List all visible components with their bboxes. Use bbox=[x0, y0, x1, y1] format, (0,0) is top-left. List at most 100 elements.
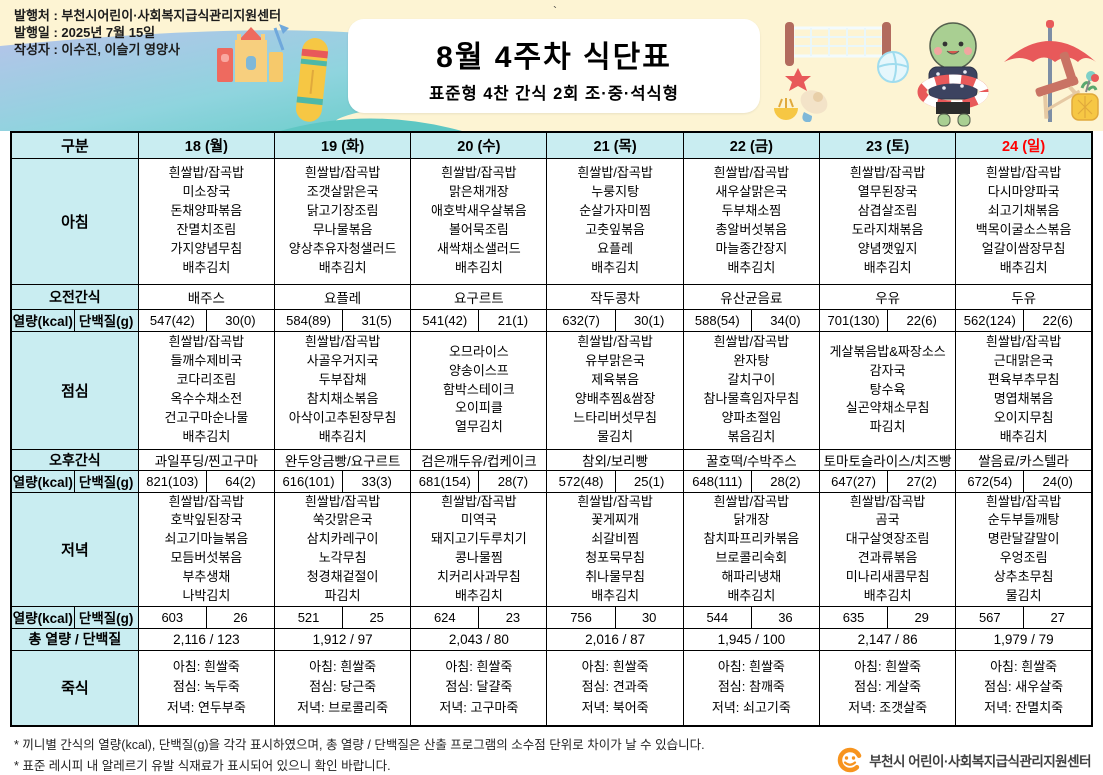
kcal-value: 632(7) bbox=[546, 308, 616, 332]
protein-value: 22(6) bbox=[887, 308, 957, 332]
kcal-value: 756 bbox=[546, 605, 616, 629]
dinner-menu: 흰쌀밥/잡곡밥 호박잎된장국 쇠고기마늘볶음 모듬버섯볶음 부추생채 나박김치 bbox=[137, 491, 275, 607]
total-value: 2,043 / 80 bbox=[410, 627, 548, 651]
row-label-breakfast: 아침 bbox=[10, 157, 139, 285]
protein-value: 24(0) bbox=[1023, 469, 1093, 493]
kcal-value: 616(101) bbox=[273, 469, 344, 493]
protein-value: 26 bbox=[205, 605, 275, 629]
pm-snack: 과일푸딩/찐고구마 bbox=[137, 448, 275, 471]
lunch-menu: 오므라이스 양송이스프 함박스테이크 오이피클 열무김치 bbox=[410, 330, 548, 450]
total-value: 1,945 / 100 bbox=[682, 627, 820, 651]
footnotes: * 끼니별 간식의 열량(kcal), 단백질(g)을 각각 표시하였으며, 총… bbox=[14, 735, 705, 775]
porridge-menu: 아침: 흰쌀죽 점심: 당근죽 저녁: 브로콜리죽 bbox=[273, 649, 412, 727]
kcal-value: 572(48) bbox=[546, 469, 616, 493]
protein-value: 31(5) bbox=[342, 308, 412, 332]
am-snack: 요구르트 bbox=[410, 283, 548, 310]
seashells-icon bbox=[774, 68, 828, 122]
porridge-menu: 아침: 흰쌀죽 점심: 달걀죽 저녁: 고구마죽 bbox=[410, 649, 548, 727]
porridge-menu: 아침: 흰쌀죽 점심: 참깨죽 저녁: 쇠고기죽 bbox=[682, 649, 820, 727]
kcal-value: 521 bbox=[273, 605, 344, 629]
porridge-menu: 아침: 흰쌀죽 점심: 견과죽 저녁: 북어죽 bbox=[546, 649, 684, 727]
protein-value: 27 bbox=[1023, 605, 1093, 629]
surfboard-icon bbox=[295, 38, 329, 122]
total-value: 2,116 / 123 bbox=[137, 627, 275, 651]
footer: * 끼니별 간식의 열량(kcal), 단백질(g)을 각각 표시하였으며, 총… bbox=[0, 727, 1103, 775]
lunch-menu: 게살볶음밥&짜장소스 감자국 탕수육 실곤약채소무침 파김치 bbox=[818, 330, 957, 450]
kcal-value: 672(54) bbox=[955, 469, 1025, 493]
am-snack: 유산균음료 bbox=[682, 283, 820, 310]
kcal-value: 624 bbox=[410, 605, 480, 629]
day-header-tue: 19 (화) bbox=[273, 131, 412, 159]
row-label-total: 총 열량 / 단백질 bbox=[10, 627, 139, 651]
banner: 발행처 : 부천시어린이·사회복지급식관리지원센터 발행일 : 2025년 7월… bbox=[0, 0, 1103, 131]
lunch-menu: 흰쌀밥/잡곡밥 근대맑은국 편육부추무침 명엽채볶음 오이지무침 배추김치 bbox=[955, 330, 1093, 450]
lunch-menu: 흰쌀밥/잡곡밥 유부맑은국 제육볶음 양배추찜&쌈장 느타리버섯무침 물김치 bbox=[546, 330, 684, 450]
total-value: 2,016 / 87 bbox=[546, 627, 684, 651]
row-label-lunch: 점심 bbox=[10, 330, 139, 450]
day-header-thu: 21 (목) bbox=[546, 131, 684, 159]
kcal-value: 547(42) bbox=[137, 308, 207, 332]
day-header-wed: 20 (수) bbox=[410, 131, 548, 159]
volleyball-icon bbox=[877, 51, 909, 83]
dinner-menu: 흰쌀밥/잡곡밥 순두부들깨탕 명란달걀말이 우엉조림 상추초무침 물김치 bbox=[955, 491, 1093, 607]
porridge-menu: 아침: 흰쌀죽 점심: 게살죽 저녁: 조갯살죽 bbox=[818, 649, 957, 727]
author-line: 작성자 : 이수진, 이슬기 영양사 bbox=[14, 42, 180, 57]
turtle-icon bbox=[917, 22, 989, 127]
kcal-value: 544 bbox=[682, 605, 752, 629]
protein-value: 33(3) bbox=[342, 469, 412, 493]
protein-value: 28(7) bbox=[478, 469, 548, 493]
day-header-sat: 23 (토) bbox=[818, 131, 957, 159]
protein-value: 23 bbox=[478, 605, 548, 629]
kcal-value: 603 bbox=[137, 605, 207, 629]
lunch-menu: 흰쌀밥/잡곡밥 들깨수제비국 코다리조림 옥수수채소전 건고구마순나물 배추김치 bbox=[137, 330, 275, 450]
breakfast-menu: 흰쌀밥/잡곡밥 새우살맑은국 두부채소찜 총알버섯볶음 마늘종간장지 배추김치 bbox=[682, 157, 820, 285]
protein-value: 64(2) bbox=[205, 469, 275, 493]
sandcastle-icon bbox=[217, 24, 289, 82]
day-header-fri: 22 (금) bbox=[682, 131, 820, 159]
dinner-menu: 흰쌀밥/잡곡밥 꽃게찌개 쇠갈비찜 청포묵무침 취나물무침 배추김치 bbox=[546, 491, 684, 607]
dinner-menu: 흰쌀밥/잡곡밥 미역국 돼지고기두루치기 콩나물찜 치커리사과무침 배추김치 bbox=[410, 491, 548, 607]
total-value: 1,979 / 79 bbox=[955, 627, 1093, 651]
kcal-value: 647(27) bbox=[818, 469, 889, 493]
kcal-value: 562(124) bbox=[955, 308, 1025, 332]
kcal-value: 635 bbox=[818, 605, 889, 629]
logo-text: 부천시 어린이·사회복지급식관리지원센터 bbox=[869, 754, 1091, 770]
kcal-value: 681(154) bbox=[410, 469, 480, 493]
pm-snack: 토마토슬라이스/치즈빵 bbox=[818, 448, 957, 471]
pm-snack: 꿀호떡/수박주스 bbox=[682, 448, 820, 471]
row-label-pm-snack: 오후간식 bbox=[10, 448, 139, 471]
row-label-protein: 단백질(g) bbox=[73, 469, 139, 493]
am-snack: 배주스 bbox=[137, 283, 275, 310]
day-header-mon: 18 (월) bbox=[137, 131, 275, 159]
protein-value: 25(1) bbox=[614, 469, 684, 493]
am-snack: 요플레 bbox=[273, 283, 412, 310]
protein-value: 30(1) bbox=[614, 308, 684, 332]
am-snack: 작두콩차 bbox=[546, 283, 684, 310]
am-snack: 두유 bbox=[955, 283, 1093, 310]
lunch-menu: 흰쌀밥/잡곡밥 사골우거지국 두부잡채 참치채소볶음 아삭이고추된장무침 배추김… bbox=[273, 330, 412, 450]
row-label-protein: 단백질(g) bbox=[73, 605, 139, 629]
row-label-dinner: 저녁 bbox=[10, 491, 139, 607]
lunch-menu: 흰쌀밥/잡곡밥 완자탕 갈치구이 참나물흑임자무침 양파초절임 볶음김치 bbox=[682, 330, 820, 450]
protein-value: 30 bbox=[614, 605, 684, 629]
beach-umbrella-icon bbox=[1004, 20, 1099, 122]
dinner-menu: 흰쌀밥/잡곡밥 곰국 대구살엿장조림 견과류볶음 미나리새콤무침 배추김치 bbox=[818, 491, 957, 607]
row-label-kcal: 열량(kcal) bbox=[10, 308, 75, 332]
breakfast-menu: 흰쌀밥/잡곡밥 맑은채개장 애호박새우살볶음 볼어묵조림 새싹채소샐러드 배추김… bbox=[410, 157, 548, 285]
porridge-menu: 아침: 흰쌀죽 점심: 새우살죽 저녁: 잔멸치죽 bbox=[955, 649, 1093, 727]
total-value: 1,912 / 97 bbox=[273, 627, 412, 651]
kcal-value: 701(130) bbox=[818, 308, 889, 332]
pm-snack: 완두앙금빵/요구르트 bbox=[273, 448, 412, 471]
corner-label: 구분 bbox=[10, 131, 139, 159]
publisher-line: 발행처 : 부천시어린이·사회복지급식관리지원센터 bbox=[14, 8, 282, 23]
breakfast-menu: 흰쌀밥/잡곡밥 다시마양파국 쇠고기채볶음 백목이굴소스볶음 얼갈이쌈장무침 배… bbox=[955, 157, 1093, 285]
smiley-circle-icon bbox=[837, 747, 863, 773]
kcal-value: 821(103) bbox=[137, 469, 207, 493]
breakfast-menu: 흰쌀밥/잡곡밥 조갯살맑은국 닭고기장조림 무나물볶음 양상추유자청샐러드 배추… bbox=[273, 157, 412, 285]
page-title: 8월 4주차 식단표 bbox=[436, 41, 672, 74]
stray-mark: ` bbox=[553, 4, 557, 18]
day-header-sun: 24 (일) bbox=[955, 131, 1093, 159]
kcal-value: 584(89) bbox=[273, 308, 344, 332]
kcal-value: 541(42) bbox=[410, 308, 480, 332]
breakfast-menu: 흰쌀밥/잡곡밥 누룽지탕 순살가자미찜 고춧잎볶음 요플레 배추김치 bbox=[546, 157, 684, 285]
